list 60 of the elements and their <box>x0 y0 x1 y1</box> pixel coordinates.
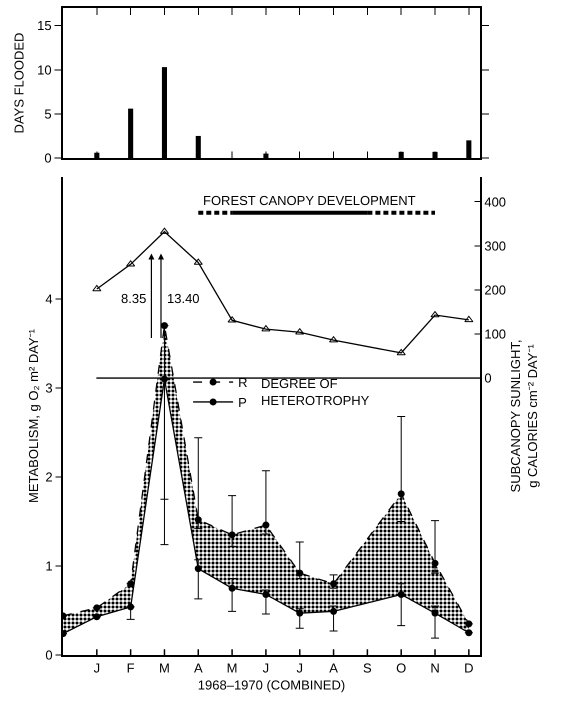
x-tick-label: S <box>363 660 372 676</box>
y2-tick-label: 200 <box>484 282 506 298</box>
y2-axis-title: SUBCANOPY SUNLIGHT, g CALORIES cm⁻² DAY⁻¹ <box>508 340 540 492</box>
y-axis-title: DAYS FLOODED <box>12 32 27 134</box>
point <box>228 584 236 592</box>
x-tick-label: O <box>396 660 406 676</box>
point <box>160 322 168 330</box>
point <box>464 316 474 322</box>
annotation: DEGREE OF HETEROTROPHY <box>261 376 370 408</box>
point <box>432 560 439 567</box>
point <box>93 613 100 620</box>
annotation: 8.35 <box>121 291 146 306</box>
x-tick-label: N <box>430 660 440 676</box>
annotation: FOREST CANOPY DEVELOPMENT <box>203 193 416 208</box>
y-tick-label: 10 <box>37 62 52 78</box>
point <box>127 580 134 588</box>
x-tick-label: A <box>329 660 338 676</box>
y-tick-label: 4 <box>45 292 53 306</box>
y-tick-label: 0 <box>44 150 52 166</box>
point <box>398 590 405 598</box>
y2-tick-label: 100 <box>484 326 506 342</box>
point <box>262 522 270 529</box>
point <box>296 610 304 617</box>
point <box>93 604 100 612</box>
point <box>262 590 270 598</box>
y-tick-label: 2 <box>45 470 53 485</box>
point <box>465 620 472 628</box>
x-tick-label: D <box>464 660 474 676</box>
point <box>398 490 405 498</box>
x-tick-label: J <box>94 660 100 676</box>
point <box>228 316 237 323</box>
x-tick-label: J <box>262 660 270 676</box>
point <box>296 570 304 577</box>
y2-tick-label: 400 <box>484 194 506 210</box>
point <box>396 348 406 356</box>
point <box>194 565 202 572</box>
point <box>126 260 136 267</box>
point <box>127 603 134 610</box>
x-tick-label: J <box>296 660 303 676</box>
y-tick-label: 15 <box>37 18 52 34</box>
point <box>330 608 338 615</box>
y-tick-label: 1 <box>45 558 53 574</box>
point <box>194 516 202 524</box>
x-axis-title: 1968–1970 (COMBINED) <box>198 677 346 692</box>
x-tick-label: M <box>159 660 170 676</box>
y-tick-label: 5 <box>44 106 52 122</box>
annotation: 13.40 <box>167 291 200 306</box>
y2-tick-label: 300 <box>484 238 506 254</box>
y2-tick-label: 0 <box>484 370 492 386</box>
point <box>432 610 439 617</box>
point <box>330 580 338 588</box>
point <box>228 531 236 538</box>
y-tick-label: 0 <box>45 648 53 663</box>
y-tick-label: 3 <box>45 380 53 396</box>
point <box>465 629 472 636</box>
y-axis-title: METABOLISM, g O₂ m² DAY⁻¹ <box>26 328 41 503</box>
x-tick-label: M <box>226 660 238 676</box>
legend-label: P <box>238 395 247 410</box>
x-tick-label: A <box>194 660 203 676</box>
x-tick-label: F <box>126 660 135 676</box>
